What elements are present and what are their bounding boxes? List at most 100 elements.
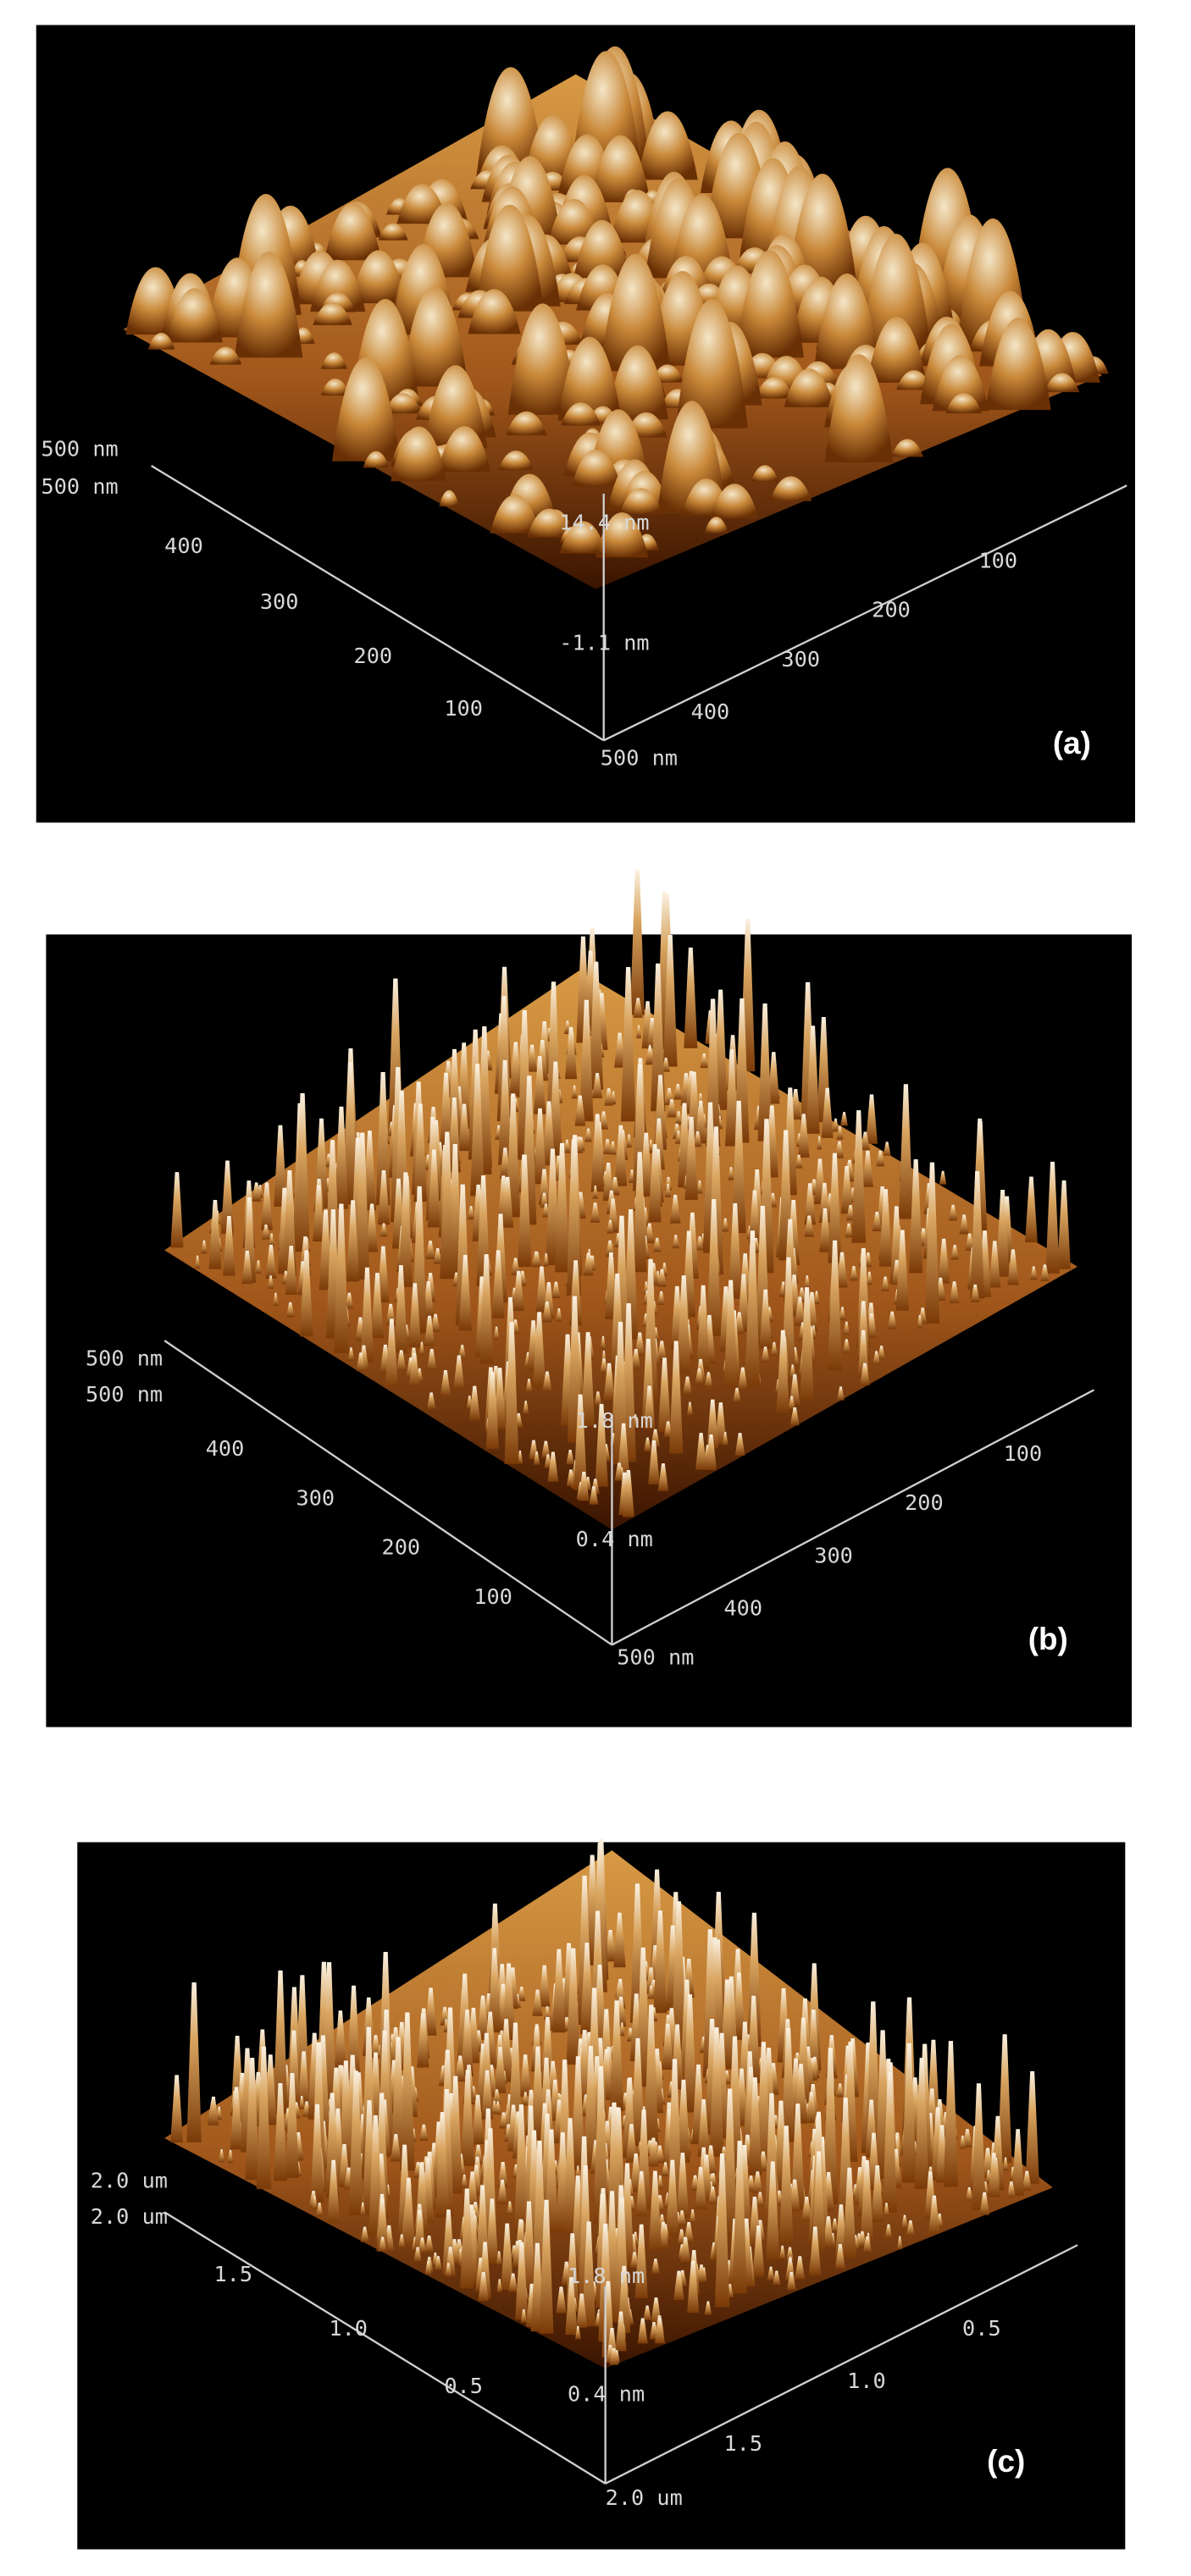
surface-peak: [866, 1271, 873, 1285]
surface-peak: [401, 286, 468, 387]
surface-peak: [498, 451, 534, 471]
surface-peak: [675, 1111, 683, 1125]
surface-peak: [496, 2279, 502, 2292]
surface-peak: [878, 1346, 885, 1360]
surface-peak: [574, 1095, 586, 1126]
surface-peak: [363, 1997, 375, 2057]
surface-peak: [884, 2224, 893, 2238]
surface-peak: [533, 1056, 546, 1114]
surface-peak: [773, 2270, 781, 2286]
surface-peak: [901, 2214, 908, 2229]
surface-peak: [445, 2263, 452, 2277]
surface-peak: [677, 1275, 691, 1374]
axis-label: 0.5: [962, 2316, 1001, 2341]
surface-peak: [285, 2073, 300, 2179]
surface-peak: [402, 2177, 415, 2247]
axis-label: 400: [723, 1595, 762, 1620]
surface-peak: [643, 1385, 656, 1429]
surface-peak: [746, 1912, 762, 2048]
surface-peak: [1044, 373, 1080, 393]
surface-peak: [194, 1255, 201, 1269]
surface-peak: [440, 1370, 451, 1396]
surface-peak: [566, 1139, 582, 1296]
surface-peak: [371, 1273, 384, 1338]
surface-peak: [594, 1391, 602, 1406]
surface-peak: [495, 2101, 501, 2115]
surface-peak: [490, 495, 540, 533]
surface-peak: [590, 1114, 604, 1192]
surface-peak: [804, 1215, 814, 1237]
surface-peak: [661, 2162, 670, 2177]
surface-peak: [959, 2135, 967, 2149]
surface-peak: [648, 1144, 662, 1223]
surface-peak: [385, 1318, 398, 1388]
surface-peak: [982, 2148, 994, 2178]
surface-peak: [519, 2054, 531, 2097]
surface-peak: [487, 1948, 501, 2033]
surface-peak: [538, 1169, 550, 1205]
surface-peak: [501, 1176, 514, 1228]
surface-peak: [801, 2196, 812, 2221]
surface-peak: [928, 2195, 940, 2234]
surface-peak: [862, 2236, 872, 2253]
surface-peak: [600, 1335, 607, 1350]
surface-peak: [745, 1230, 761, 1387]
surface-peak: [895, 1230, 910, 1311]
surface-peak: [356, 1352, 366, 1372]
surface-peak: [677, 2079, 690, 2163]
surface-peak: [539, 2199, 554, 2334]
surface-peak: [766, 2161, 780, 2259]
surface-peak: [584, 2045, 598, 2170]
axis-label: 2.0 um: [91, 2204, 168, 2229]
surface-peak: [380, 1223, 388, 1237]
panel-label: (c): [987, 2444, 1025, 2479]
surface-peak: [876, 1150, 885, 1167]
surface-peak: [310, 2103, 324, 2203]
surface-peak: [216, 2106, 223, 2120]
surface-peak: [843, 1339, 850, 1353]
surface-peak: [693, 1131, 702, 1147]
surface-peak: [715, 1402, 727, 1445]
surface-peak: [723, 2088, 738, 2238]
surface-peak: [997, 2034, 1012, 2164]
surface-peak: [778, 2245, 786, 2259]
surface-peak: [458, 1103, 470, 1152]
surface-peak: [970, 1284, 980, 1302]
surface-peak: [576, 2293, 588, 2328]
surface-peak: [636, 1025, 642, 1039]
surface-peak: [522, 2092, 529, 2106]
surface-peak: [932, 355, 989, 412]
surface-peak: [573, 1394, 588, 1490]
surface-peak: [675, 1130, 682, 1144]
surface-peak: [728, 1202, 742, 1299]
surface-peak: [707, 2186, 717, 2204]
surface-peak: [334, 1106, 349, 1209]
surface-peak: [506, 411, 547, 436]
surface-peak: [695, 1368, 704, 1385]
surface-peak: [823, 2216, 834, 2248]
surface-peak: [724, 1049, 739, 1147]
axis-label: 1.8 nm: [576, 1408, 653, 1433]
surface-peak: [891, 439, 923, 457]
surface-peak: [759, 1289, 772, 1349]
surface-peak: [676, 2153, 690, 2219]
surface-peak: [525, 1379, 533, 1392]
surface-peak: [614, 1125, 628, 1186]
surface-peak: [312, 2196, 318, 2210]
axis-label: 2.0 um: [606, 2485, 683, 2510]
surface-peak: [823, 2048, 839, 2204]
surface-peak: [813, 1291, 820, 1305]
surface-peak: [426, 1392, 436, 1409]
surface-peak: [843, 1321, 850, 1335]
surface-peak: [695, 2166, 706, 2209]
surface-peak: [494, 2047, 507, 2093]
surface-peak: [542, 1371, 552, 1391]
surface-peak: [631, 1349, 641, 1369]
surface-peak: [230, 2087, 243, 2150]
surface-peak: [435, 2112, 450, 2219]
surface-peak: [424, 365, 488, 449]
surface-peak: [883, 1142, 891, 1156]
surface-peak: [455, 2055, 466, 2082]
surface-peak: [518, 1154, 532, 1268]
